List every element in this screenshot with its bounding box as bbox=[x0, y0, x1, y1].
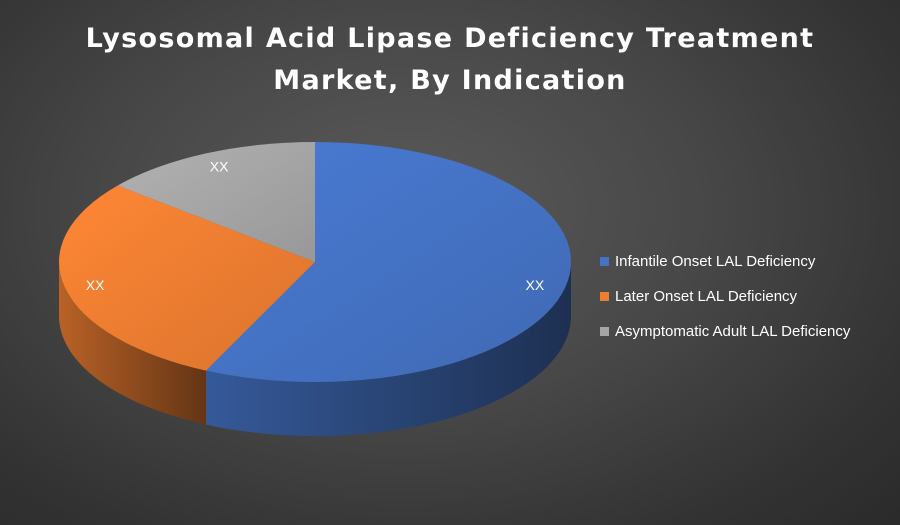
chart-title: Lysosomal Acid Lipase Deficiency Treatme… bbox=[0, 18, 900, 102]
legend-swatch-infantile bbox=[600, 257, 609, 266]
data-label-later-onset: XX bbox=[86, 277, 105, 293]
pie-slice-infantile[interactable] bbox=[206, 142, 572, 382]
pie-side-infantile bbox=[206, 262, 572, 436]
pie-slice-asymptomatic[interactable] bbox=[117, 142, 315, 262]
data-label-infantile: XX bbox=[526, 277, 545, 293]
legend: Infantile Onset LAL Deficiency Later Ons… bbox=[600, 244, 850, 349]
chart-title-line-2: Market, By Indication bbox=[273, 65, 627, 96]
chart-title-line-1: Lysosomal Acid Lipase Deficiency Treatme… bbox=[85, 23, 815, 54]
data-label-asymptomatic: XX bbox=[210, 158, 229, 174]
legend-item-later-onset[interactable]: Later Onset LAL Deficiency bbox=[600, 279, 850, 314]
legend-swatch-asymptomatic bbox=[600, 327, 609, 336]
legend-item-infantile[interactable]: Infantile Onset LAL Deficiency bbox=[600, 244, 850, 279]
legend-label-asymptomatic: Asymptomatic Adult LAL Deficiency bbox=[615, 323, 851, 340]
pie-side-later-onset bbox=[59, 262, 207, 425]
legend-label-later-onset: Later Onset LAL Deficiency bbox=[615, 288, 798, 305]
legend-label-infantile: Infantile Onset LAL Deficiency bbox=[615, 253, 816, 270]
legend-swatch-later-onset bbox=[600, 292, 609, 301]
pie-slice-later-onset[interactable] bbox=[58, 185, 316, 371]
legend-item-asymptomatic[interactable]: Asymptomatic Adult LAL Deficiency bbox=[600, 314, 850, 349]
